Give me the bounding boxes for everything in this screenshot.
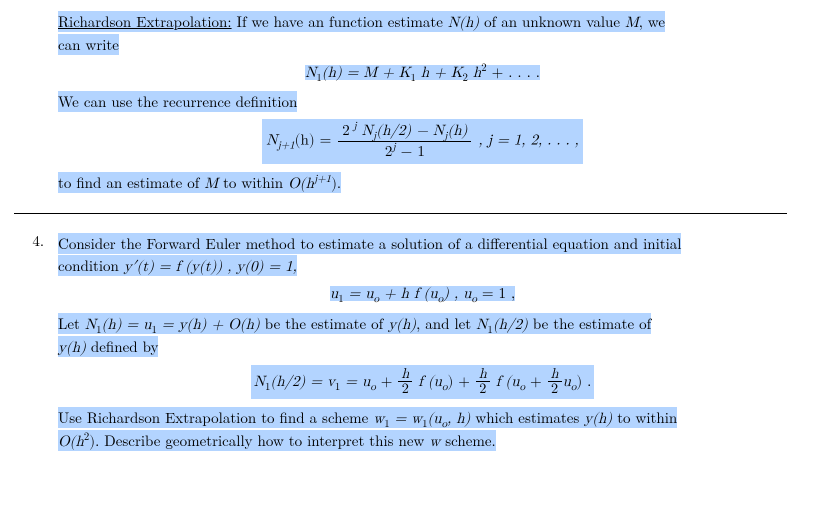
m-symbol: M xyxy=(625,15,639,30)
document-page: Richardson Extrapolation: If we have an … xyxy=(0,0,815,464)
equation-n1: N1(h) = M + K1 h + K2 h2 + . . . . xyxy=(58,62,787,84)
question-4: 4. Consider the Forward Euler method to … xyxy=(14,230,787,456)
section-title: Richardson Extrapolation: xyxy=(58,11,232,32)
q4-line5: Use Richardson Extrapolation to find a s… xyxy=(58,407,787,453)
closing-line: to find an estimate of M to within O(hj+… xyxy=(58,172,787,195)
intro-text-a: If we have an function estimate xyxy=(232,11,448,32)
intro-text-d: can write xyxy=(58,34,119,55)
intro-text-c: , we xyxy=(639,11,665,32)
intro-paragraph: Richardson Extrapolation: If we have an … xyxy=(58,11,787,56)
question-body: Consider the Forward Euler method to est… xyxy=(58,230,787,456)
horizontal-rule xyxy=(14,213,787,214)
recurrence-lead: We can use the recurrence definition xyxy=(58,91,787,113)
equation-n1-half: N1(h/2) = v1 = uo + h2 f (uo) + h2 f (uo… xyxy=(58,365,787,400)
equation-euler: u1 = uo + h f (uo) , uo = 1 , xyxy=(58,283,787,305)
intro-text-b: of an unknown value xyxy=(479,11,625,32)
equation-recurrence: Nj+1(h) = 2 j Nj(h/2) − Nj(h) 2j − 1 , j… xyxy=(58,119,787,164)
recurrence-fraction: 2 j Nj(h/2) − Nj(h) 2j − 1 xyxy=(338,122,471,161)
n-of-h: N(h) xyxy=(448,15,479,30)
question-number: 4. xyxy=(14,230,58,456)
q4-line1: Consider the Forward Euler method to est… xyxy=(58,233,787,278)
q4-line3: Let N1(h) = u1 = y(h) + O(h) be the esti… xyxy=(58,313,787,359)
richardson-block: Richardson Extrapolation: If we have an … xyxy=(58,11,787,195)
